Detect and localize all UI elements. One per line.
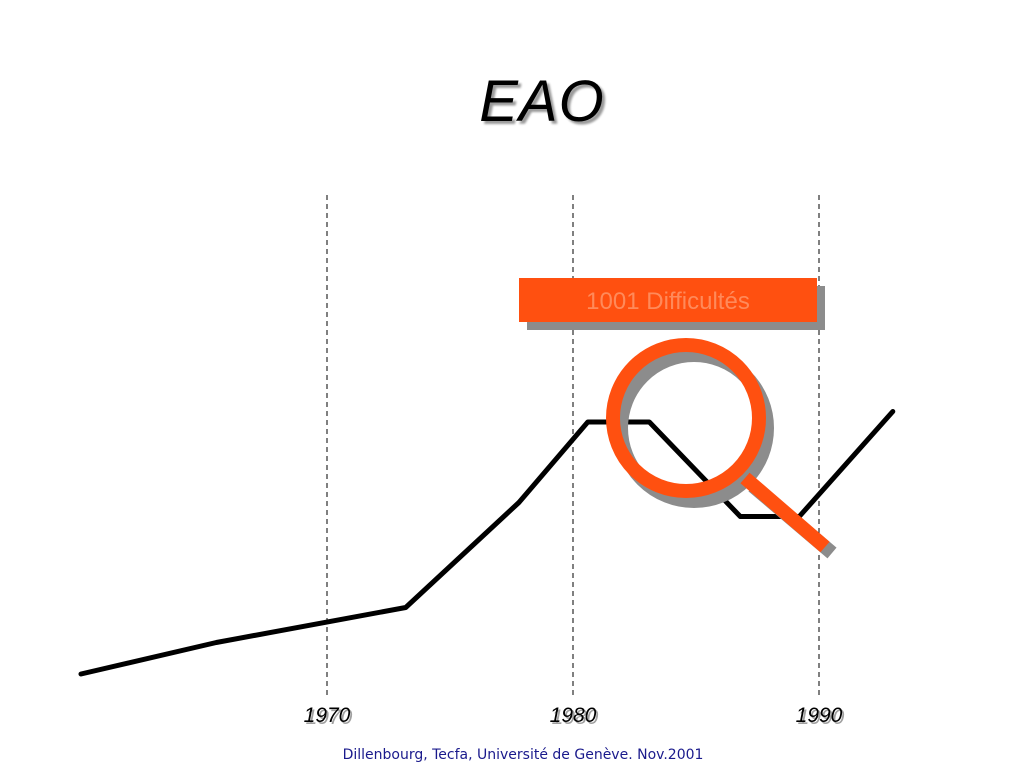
callout-label: 1001 Difficultés xyxy=(586,288,750,315)
x-tick-shadow-1990: 1990 xyxy=(798,706,845,729)
callout: 1001 Difficultés xyxy=(519,278,825,330)
slide-title: EAO xyxy=(479,69,605,134)
x-tick-label-1980: 1980 xyxy=(550,704,597,727)
x-tick-label-1990: 1990 xyxy=(796,704,843,727)
series-line-0 xyxy=(78,409,896,677)
x-tick-shadow-1980: 1980 xyxy=(552,706,599,729)
callout-box xyxy=(519,278,817,322)
series-group xyxy=(78,409,896,677)
footer: Dillenbourg, Tecfa, Université de Genève… xyxy=(342,747,704,763)
x-tick-label-1970: 1970 xyxy=(304,704,351,727)
reference-lines xyxy=(326,195,820,695)
x-tick-shadow-1970: 1970 xyxy=(306,706,353,729)
magnifying-glass-icon xyxy=(606,338,837,559)
